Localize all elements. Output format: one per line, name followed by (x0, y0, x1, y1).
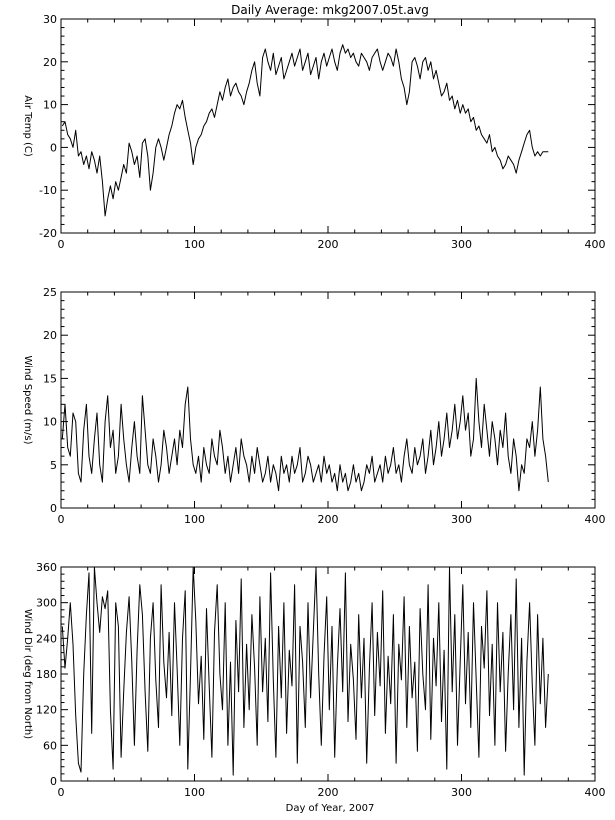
wind-speed-y-axis-label: Wind Speed (m/s) (22, 356, 33, 445)
wind-speed-series-line (61, 377, 549, 492)
wind-dir-x-tick-label: 400 (585, 786, 606, 799)
wind-dir-x-tick-label: 0 (58, 786, 65, 799)
wind-dir-x-tick-label: 100 (184, 786, 205, 799)
wind-speed-x-tick-label: 300 (451, 513, 472, 526)
wind-speed-x-tick-label: 100 (184, 513, 205, 526)
air-temp-x-tick-label: 100 (184, 238, 205, 251)
wind-dir-x-tick-label: 300 (451, 786, 472, 799)
wind-speed-x-tick-label: 0 (58, 513, 65, 526)
wind-dir-y-axis-label: Wind Dir (deg from North) (22, 609, 33, 739)
air-temp-y-tick-label: 0 (50, 141, 57, 154)
air-temp-x-tick-label: 400 (585, 238, 606, 251)
air-temp-y-tick-label: -20 (39, 227, 57, 240)
wind-dir-series-line (61, 566, 549, 776)
wind-speed-y-tick-label: 20 (43, 329, 57, 342)
air-temp-y-tick-label: 20 (43, 56, 57, 69)
air-temp-y-tick-label: 10 (43, 99, 57, 112)
wind-speed-y-tick-label: 15 (43, 372, 57, 385)
wind-dir-panel: 0 100 200 300 400 0 60 120 180 240 300 360 Wind Dir … (22, 561, 606, 799)
air-temp-x-tick-label: 300 (451, 238, 472, 251)
wind-speed-y-tick-label: 5 (50, 459, 57, 472)
x-axis-label: Day of Year, 2007 (286, 803, 375, 814)
air-temp-plot-frame (60, 18, 596, 234)
wind-dir-y-tick-label: 300 (36, 597, 57, 610)
wind-speed-y-tick-label: 0 (50, 502, 57, 515)
wind-dir-y-tick-label: 240 (36, 632, 57, 645)
wind-speed-x-tick-label: 200 (318, 513, 339, 526)
air-temp-series-line (61, 44, 549, 217)
air-temp-panel: 0 100 200 300 400 -20 -10 0 10 20 30 Air Temp (C) (22, 13, 606, 251)
air-temp-y-tick-label: 30 (43, 13, 57, 26)
wind-dir-y-tick-label: 60 (43, 739, 57, 752)
figure-title: Daily Average: mkg2007.05t.avg (231, 3, 429, 17)
wind-dir-y-tick-label: 120 (36, 704, 57, 717)
air-temp-y-axis-label: Air Temp (C) (22, 95, 33, 157)
air-temp-x-tick-label: 0 (58, 238, 65, 251)
wind-speed-plot-frame (60, 291, 596, 509)
wind-dir-y-tick-label: 180 (36, 668, 57, 681)
air-temp-y-tick-label: -10 (39, 184, 57, 197)
wind-dir-y-tick-label: 0 (50, 775, 57, 788)
wind-dir-x-tick-label: 200 (318, 786, 339, 799)
wind-speed-panel: 0 100 200 300 400 0 5 10 15 20 25 Wind Speed (m/s) (22, 286, 606, 526)
wind-speed-x-tick-label: 400 (585, 513, 606, 526)
air-temp-x-tick-label: 200 (318, 238, 339, 251)
wind-speed-y-tick-label: 25 (43, 286, 57, 299)
wind-dir-y-tick-label: 360 (36, 561, 57, 574)
wind-speed-y-tick-label: 10 (43, 416, 57, 429)
